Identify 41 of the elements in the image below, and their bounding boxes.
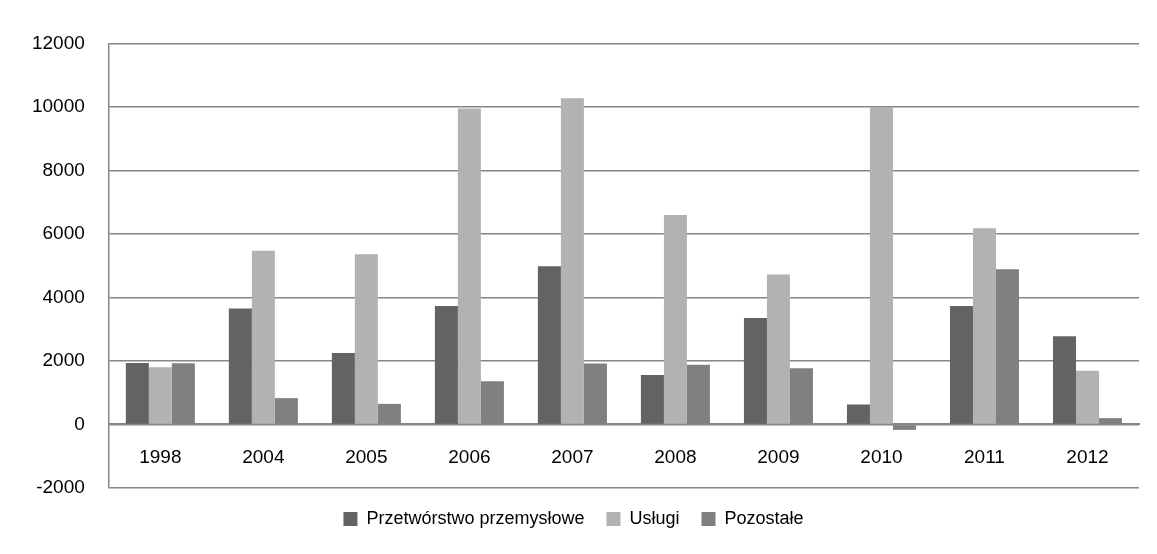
x-tick-label: 2011 <box>964 446 1005 468</box>
x-tick-label: 2012 <box>1066 446 1109 468</box>
bar <box>640 374 664 424</box>
bar <box>560 98 584 424</box>
bar <box>125 362 149 424</box>
bar <box>228 308 252 424</box>
y-tick-label: 6000 <box>42 222 85 244</box>
x-tick-label: 2010 <box>860 446 903 468</box>
bar <box>354 254 378 424</box>
bar <box>1075 370 1099 424</box>
bar <box>148 367 172 424</box>
y-tick-label: 0 <box>74 412 85 434</box>
bar <box>663 214 687 424</box>
bar <box>434 306 458 424</box>
bar <box>846 404 870 424</box>
x-tick-label: 1998 <box>139 446 182 468</box>
y-tick-label: 4000 <box>42 285 85 307</box>
bar <box>331 353 355 424</box>
x-tick-label: 2008 <box>654 446 697 468</box>
x-tick-label: 2004 <box>242 446 285 468</box>
legend-label: Przetwórstwo przemysłowe <box>366 507 585 528</box>
y-tick-label: 2000 <box>42 349 85 371</box>
x-tick-label: 2007 <box>551 446 594 468</box>
bar <box>251 250 275 424</box>
x-tick-label: 2009 <box>757 446 800 468</box>
y-tick-label: 10000 <box>31 95 85 117</box>
bar <box>972 228 996 424</box>
y-tick-label: -2000 <box>36 476 85 498</box>
bar <box>869 106 893 424</box>
bar <box>743 318 767 424</box>
x-tick-label: 2006 <box>448 446 491 468</box>
y-tick-label: 8000 <box>42 158 85 180</box>
bar <box>1052 336 1076 424</box>
bar <box>457 108 481 424</box>
bar <box>537 266 561 424</box>
bar <box>949 306 973 424</box>
legend-label: Pozostałe <box>724 507 804 528</box>
y-tick-label: 12000 <box>31 31 85 53</box>
x-tick-label: 2005 <box>345 446 388 468</box>
bar <box>766 274 790 424</box>
legend-label: Usługi <box>629 507 680 528</box>
